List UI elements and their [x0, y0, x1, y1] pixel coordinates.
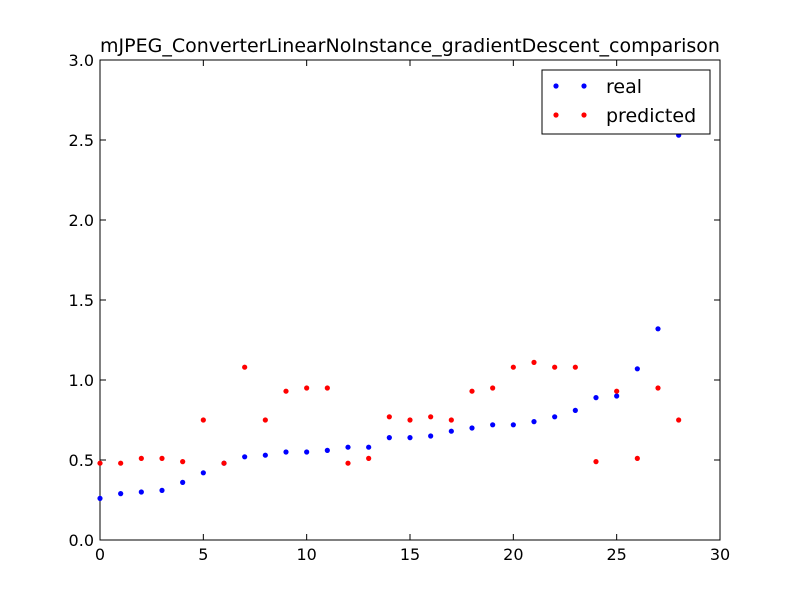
legend-marker: [553, 112, 559, 118]
data-point-real: [593, 395, 599, 401]
data-point-predicted: [614, 388, 620, 394]
data-point-predicted: [118, 460, 124, 466]
data-point-real: [510, 422, 516, 428]
data-point-real: [407, 435, 413, 441]
data-point-real: [552, 414, 558, 420]
x-tick-label: 30: [710, 545, 730, 564]
data-point-predicted: [324, 385, 330, 391]
data-point-real: [118, 491, 124, 497]
data-point-predicted: [262, 417, 268, 423]
data-point-predicted: [366, 455, 372, 461]
legend-marker: [581, 83, 587, 89]
data-point-predicted: [304, 385, 310, 391]
legend-label: predicted: [606, 105, 696, 127]
data-point-real: [283, 449, 289, 455]
data-point-predicted: [221, 460, 227, 466]
data-point-predicted: [655, 385, 661, 391]
data-point-real: [469, 425, 475, 431]
data-point-predicted: [469, 388, 475, 394]
legend-item-predicted: predicted: [553, 105, 696, 127]
y-tick-label: 2.5: [69, 131, 94, 150]
data-point-real: [572, 407, 578, 413]
data-point-real: [366, 444, 372, 450]
y-tick-label: 0.0: [69, 531, 94, 550]
data-point-predicted: [490, 385, 496, 391]
data-point-predicted: [676, 417, 682, 423]
data-point-real: [138, 489, 144, 495]
data-point-predicted: [345, 460, 351, 466]
data-point-predicted: [242, 364, 248, 370]
y-tick-label: 0.5: [69, 451, 94, 470]
data-point-predicted: [531, 359, 537, 365]
x-tick-label: 15: [400, 545, 420, 564]
data-point-predicted: [159, 455, 165, 461]
data-point-real: [655, 326, 661, 332]
y-tick-label: 3.0: [69, 51, 94, 70]
plot-frame: [99, 59, 721, 541]
data-point-real: [345, 444, 351, 450]
series-predicted: [97, 359, 682, 466]
data-point-predicted: [200, 417, 206, 423]
data-point-real: [159, 487, 165, 493]
data-point-real: [614, 393, 620, 399]
data-point-predicted: [510, 364, 516, 370]
axis-ticks: 0 5 10 15 20 25 30 0.0 0.5 1.0 1.5 2.0 2.5 3.0: [69, 51, 731, 564]
data-point-predicted: [97, 460, 103, 466]
legend-box: [541, 69, 711, 135]
legend: real predicted: [541, 69, 711, 135]
data-point-real: [242, 454, 248, 460]
data-point-real: [324, 447, 330, 453]
data-point-predicted: [386, 414, 392, 420]
legend-marker: [553, 83, 559, 89]
x-tick-label: 20: [503, 545, 523, 564]
x-tick-label: 25: [606, 545, 626, 564]
y-tick-label: 1.5: [69, 291, 94, 310]
data-point-real: [448, 428, 454, 434]
y-tick-label: 1.0: [69, 371, 94, 390]
data-point-real: [200, 470, 206, 476]
x-tick-label: 5: [198, 545, 208, 564]
data-point-real: [386, 435, 392, 441]
data-point-real: [490, 422, 496, 428]
data-point-predicted: [428, 414, 434, 420]
chart-title: mJPEG_ConverterLinearNoInstance_gradient…: [100, 35, 720, 57]
data-point-real: [97, 495, 103, 501]
plot-area: [99, 59, 721, 541]
data-point-predicted: [138, 455, 144, 461]
data-point-predicted: [283, 388, 289, 394]
data-point-predicted: [407, 417, 413, 423]
legend-marker: [581, 112, 587, 118]
data-point-predicted: [593, 459, 599, 465]
data-point-predicted: [634, 455, 640, 461]
data-point-predicted: [448, 417, 454, 423]
x-tick-label: 10: [296, 545, 316, 564]
data-point-real: [180, 479, 186, 485]
data-point-real: [531, 419, 537, 425]
legend-label: real: [606, 76, 642, 98]
data-point-real: [634, 366, 640, 372]
data-point-real: [428, 433, 434, 439]
y-tick-label: 2.0: [69, 211, 94, 230]
legend-item-real: real: [553, 76, 642, 98]
data-point-real: [262, 452, 268, 458]
x-tick-label: 0: [95, 545, 105, 564]
data-point-predicted: [180, 459, 186, 465]
data-point-predicted: [572, 364, 578, 370]
data-point-real: [304, 449, 310, 455]
data-point-predicted: [552, 364, 558, 370]
